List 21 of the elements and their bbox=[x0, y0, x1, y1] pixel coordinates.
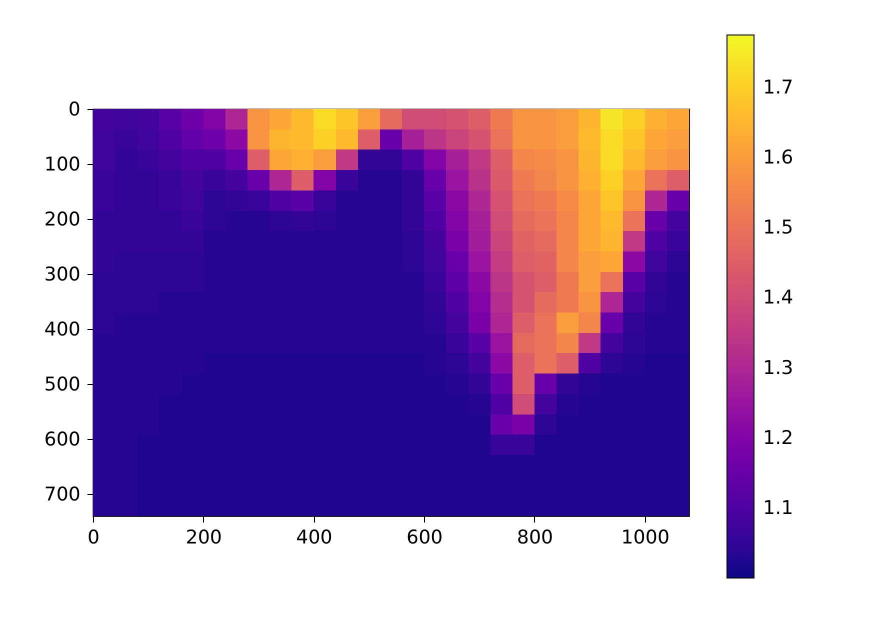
y-tick-label: 200 bbox=[44, 208, 80, 230]
x-tick-label: 0 bbox=[87, 526, 100, 548]
color-bar-label: 1.4 bbox=[763, 286, 794, 309]
y-tick-label: 500 bbox=[44, 374, 80, 396]
y-tick-label: 0 bbox=[68, 98, 80, 120]
x-tick-label: 200 bbox=[186, 526, 222, 548]
color-bar-label: 1.6 bbox=[763, 146, 794, 169]
y-tick-label: 600 bbox=[44, 428, 80, 450]
color-bar-label: 1.5 bbox=[763, 216, 794, 239]
y-tick-label: 100 bbox=[44, 154, 80, 176]
y-tick-label: 700 bbox=[44, 484, 80, 506]
y-tick-label: 400 bbox=[44, 318, 80, 340]
x-tick-label: 1000 bbox=[621, 526, 670, 548]
color-bar-label: 1.2 bbox=[763, 426, 794, 449]
color-bar-label: 1.1 bbox=[763, 496, 794, 519]
y-tick-label: 300 bbox=[44, 264, 80, 286]
x-tick-label: 600 bbox=[406, 526, 443, 548]
color-bar-label: 1.3 bbox=[763, 356, 794, 379]
x-tick-label: 800 bbox=[516, 526, 554, 548]
color-bar-label: 1.7 bbox=[763, 76, 794, 99]
x-tick-label: 400 bbox=[296, 526, 332, 548]
